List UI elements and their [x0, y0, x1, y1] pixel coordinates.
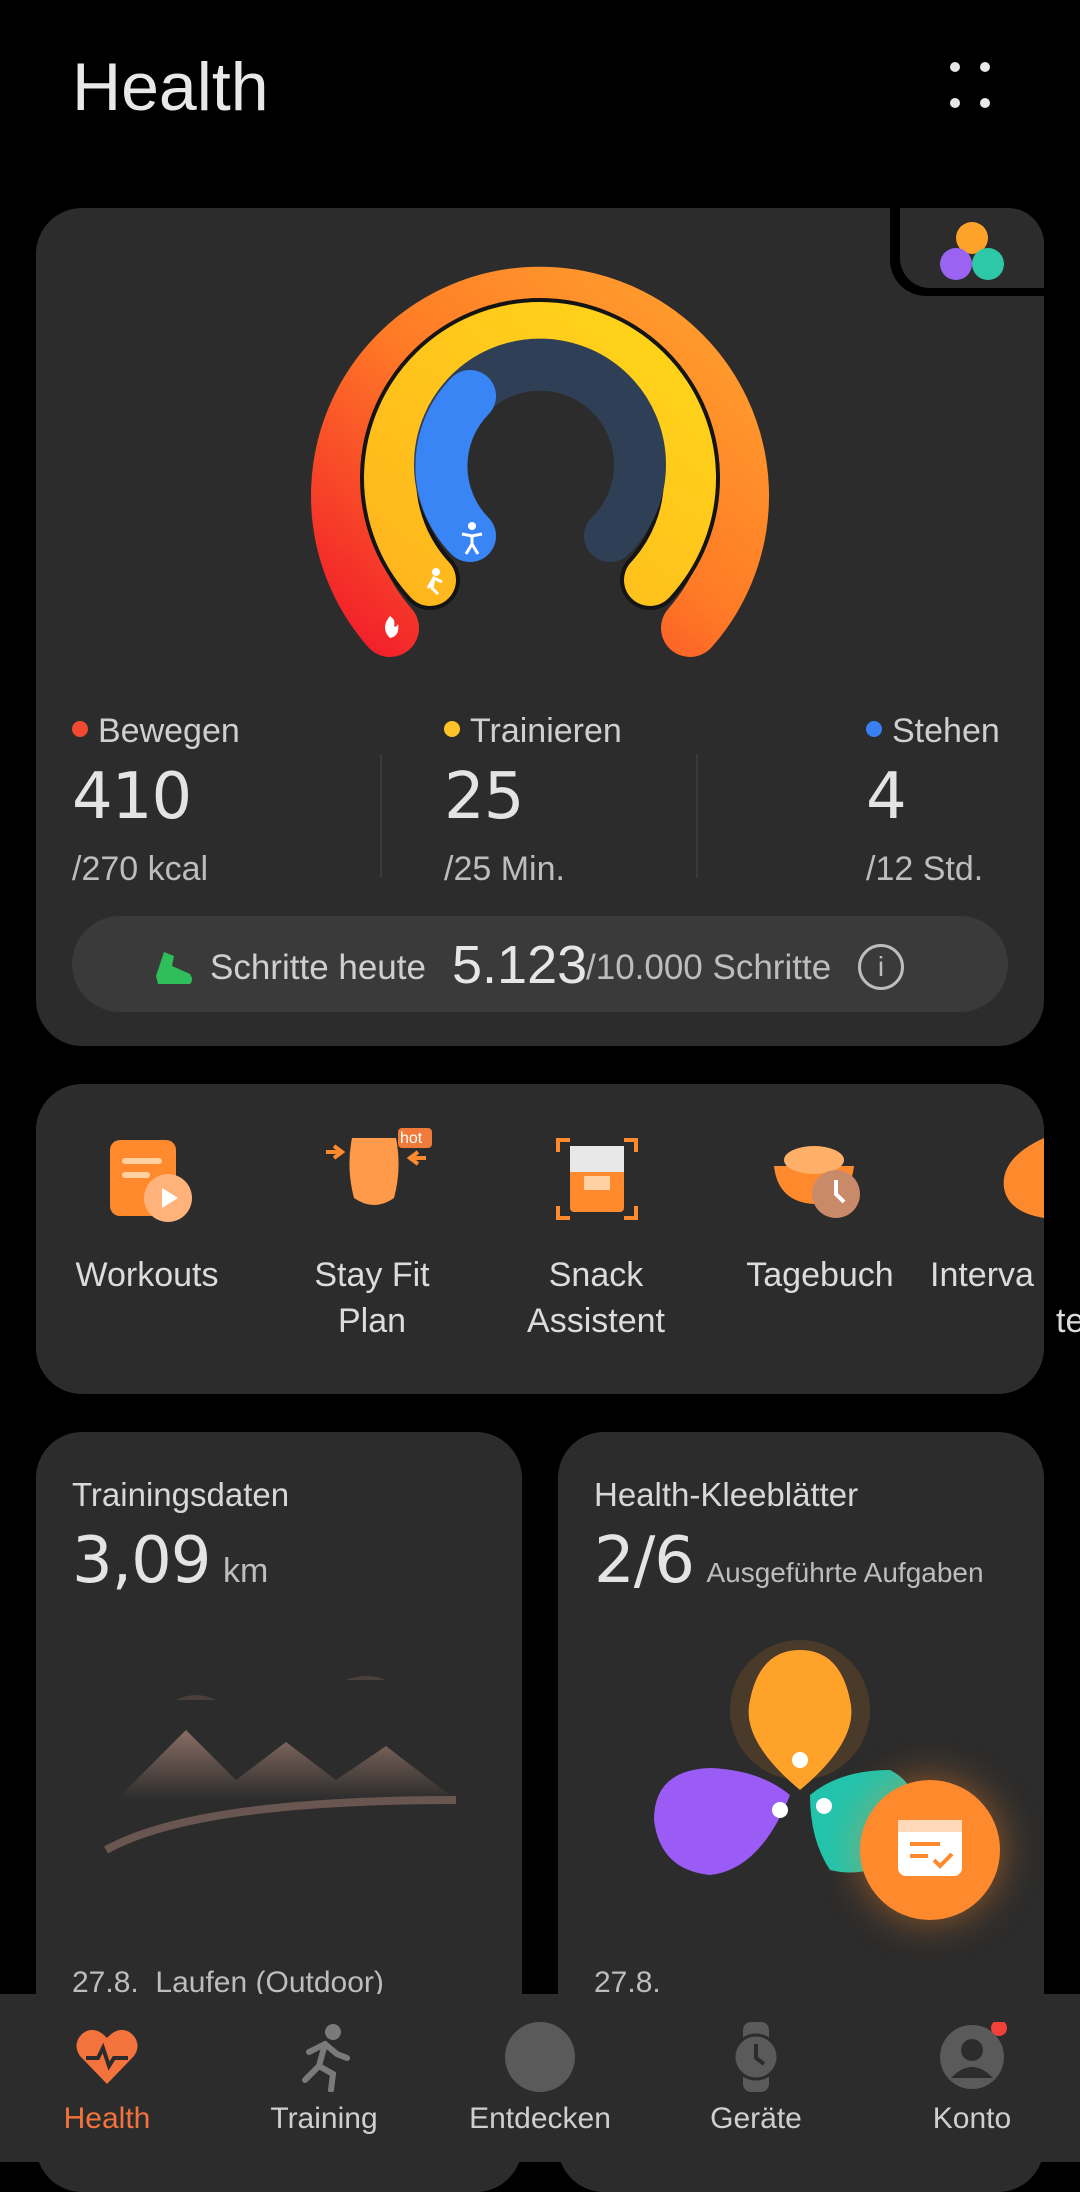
- exercise-leaf: [748, 1650, 852, 1790]
- nav-health[interactable]: Health: [7, 2022, 207, 2136]
- stat-divider: [696, 754, 698, 878]
- stat-stand-label: Stehen: [866, 712, 1000, 751]
- nav-entdecken[interactable]: Entdecken: [440, 2022, 640, 2136]
- shortcut-workouts[interactable]: Workouts: [75, 1256, 219, 1294]
- shortcuts-card: [36, 1084, 1044, 1394]
- interval-icon: [1000, 1134, 1044, 1229]
- shortcut-stay-fit-plan[interactable]: Stay Fit Plan: [314, 1256, 430, 1340]
- shoe-icon: [156, 952, 192, 984]
- shortcut-tagebuch[interactable]: Tagebuch: [746, 1256, 894, 1294]
- clover-chart: [654, 1640, 917, 1875]
- move-ring: [311, 266, 769, 657]
- three-dots-logo-icon: [940, 222, 1004, 280]
- clover-date: 27.8.: [594, 1966, 661, 1999]
- checklist-icon: [898, 1820, 962, 1876]
- health-clover-title: Health-Kleeblätter: [594, 1476, 859, 1513]
- diary-icon: [770, 1134, 866, 1229]
- watch-icon: [732, 2022, 780, 2092]
- stat-move-label: Bewegen: [72, 712, 240, 751]
- standing-person-icon: [461, 522, 483, 555]
- nav-konto[interactable]: Konto: [872, 2022, 1072, 2136]
- health-clover-progress: 2/6 Ausgeführte Aufgaben: [594, 1524, 984, 1598]
- stat-exercise-goal: /25 Min.: [444, 850, 565, 888]
- rings-switch-button[interactable]: [900, 208, 1044, 288]
- hot-badge: hot: [400, 1130, 423, 1147]
- globe-icon: [505, 2022, 575, 2092]
- flame-icon: [385, 616, 399, 638]
- info-icon[interactable]: i: [858, 944, 904, 990]
- steps-goal: /10.000 Schritte: [586, 948, 832, 987]
- stay-fit-icon: [322, 1128, 432, 1233]
- stat-stand-goal: /12 Std.: [866, 850, 984, 888]
- training-distance: 3,09 km: [72, 1524, 269, 1598]
- exercise-ring: [364, 302, 716, 606]
- heart-icon: [76, 2029, 138, 2084]
- snack-icon: [554, 1136, 640, 1227]
- runner-icon: [426, 568, 443, 596]
- move-dot: [72, 721, 88, 738]
- stat-move-goal: /270 kcal: [72, 850, 209, 888]
- nav-geraete[interactable]: Geräte: [656, 2022, 856, 2136]
- page-title: Health: [72, 49, 269, 125]
- user-avatar-icon: [940, 2022, 1007, 2089]
- stat-stand-value: 4: [866, 760, 907, 834]
- exercise-dot: [444, 721, 460, 738]
- running-person-icon: [302, 2024, 350, 2092]
- shortcut-snack-assistent[interactable]: Snack Assistent: [527, 1256, 665, 1340]
- steps-today-bar[interactable]: [72, 916, 1008, 1012]
- steps-label: Schritte heute: [210, 948, 426, 987]
- sleep-leaf: [654, 1768, 790, 1875]
- training-data-title: Trainingsdaten: [72, 1476, 290, 1513]
- stand-ring: [415, 370, 496, 562]
- stat-divider: [380, 754, 382, 878]
- stat-exercise-label: Trainieren: [444, 712, 622, 751]
- stat-exercise-value: 25: [444, 760, 524, 834]
- workouts-icon: [106, 1136, 196, 1231]
- stand-dot: [866, 721, 882, 738]
- more-options-icon[interactable]: [940, 58, 1000, 118]
- task-button[interactable]: [860, 1780, 1000, 1920]
- stat-move-value: 410: [72, 760, 192, 834]
- nav-training[interactable]: Training: [224, 2022, 424, 2136]
- training-last-entry: 27.8. Laufen (Outdoor): [72, 1966, 384, 1999]
- activity-rings-chart: [311, 266, 769, 657]
- mountain-landscape-illustration: [104, 1676, 457, 1854]
- steps-value: 5.123: [452, 935, 588, 995]
- shortcut-interval[interactable]: Interva te: [930, 1256, 1080, 1340]
